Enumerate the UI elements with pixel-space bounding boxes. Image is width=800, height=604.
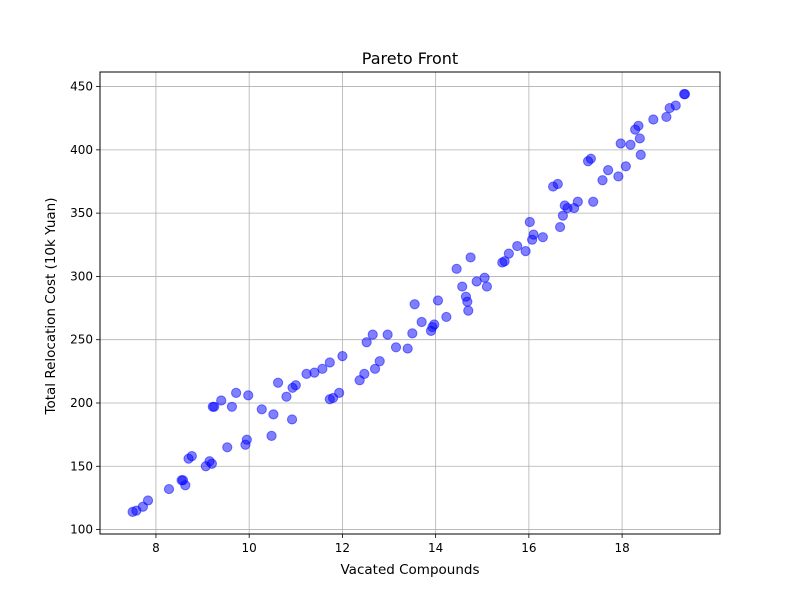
- chart-title: Pareto Front: [362, 49, 458, 68]
- data-point: [615, 138, 626, 149]
- y-tick-label: 250: [70, 333, 93, 347]
- data-point: [603, 164, 614, 176]
- data-point: [409, 299, 420, 310]
- data-point: [334, 387, 345, 398]
- y-tick-label: 200: [70, 396, 93, 410]
- data-point: [585, 153, 596, 164]
- data-point: [503, 248, 514, 259]
- data-point: [317, 363, 328, 374]
- data-point: [524, 216, 535, 228]
- data-point: [557, 210, 569, 221]
- y-tick-label: 100: [70, 523, 93, 537]
- data-point: [613, 171, 624, 182]
- x-tick-label: 16: [521, 541, 536, 555]
- data-point: [457, 281, 468, 292]
- data-point: [286, 414, 298, 425]
- data-point: [552, 178, 563, 190]
- data-point: [222, 442, 233, 453]
- y-axis-ticks: 100 150 200 250 300 350 400 450: [70, 80, 100, 537]
- data-point: [369, 363, 381, 374]
- grid-lines: [100, 72, 720, 534]
- data-point: [324, 357, 335, 368]
- data-point: [142, 495, 154, 506]
- data-point: [588, 196, 599, 207]
- x-tick-label: 14: [428, 541, 443, 555]
- y-tick-label: 450: [70, 80, 93, 94]
- y-tick-label: 400: [70, 143, 93, 157]
- data-point: [180, 480, 191, 491]
- data-point: [572, 196, 583, 207]
- data-point: [670, 100, 681, 111]
- data-point: [241, 434, 252, 445]
- data-point: [416, 316, 427, 328]
- data-point: [337, 351, 348, 362]
- y-tick-label: 300: [70, 269, 93, 283]
- data-point: [648, 114, 659, 125]
- data-point: [272, 377, 284, 388]
- data-point: [625, 139, 636, 150]
- data-point: [620, 161, 631, 172]
- data-point: [429, 319, 440, 330]
- data-point: [679, 89, 691, 100]
- data-point: [633, 120, 644, 131]
- data-points: [127, 89, 691, 517]
- data-point: [163, 483, 175, 495]
- data-point: [463, 305, 474, 316]
- x-axis-ticks: 8 10 12 14 16 18: [152, 534, 630, 555]
- data-point: [635, 149, 646, 161]
- data-point: [216, 395, 227, 406]
- data-point: [402, 343, 413, 354]
- data-point: [231, 387, 242, 398]
- data-point: [465, 252, 476, 263]
- data-point: [597, 175, 608, 186]
- data-point: [634, 133, 645, 144]
- data-point: [359, 368, 370, 379]
- data-point: [479, 272, 490, 283]
- data-point: [407, 328, 418, 339]
- data-point: [462, 296, 473, 307]
- data-point: [209, 401, 220, 412]
- x-tick-label: 10: [242, 541, 257, 555]
- data-point: [290, 380, 301, 391]
- plot-frame: [99, 71, 721, 535]
- data-point: [520, 246, 531, 257]
- x-axis-label: Vacated Compounds: [341, 562, 480, 578]
- data-point: [555, 221, 566, 233]
- data-point: [481, 281, 493, 292]
- data-point: [243, 390, 254, 401]
- x-tick-label: 18: [614, 541, 629, 555]
- data-point: [499, 256, 510, 267]
- y-tick-label: 350: [70, 206, 93, 220]
- data-point: [186, 451, 197, 462]
- data-point: [268, 409, 279, 420]
- y-tick-label: 150: [70, 459, 93, 473]
- y-axis-label: Total Relocation Cost (10k Yuan): [43, 198, 59, 416]
- data-point: [390, 342, 402, 353]
- data-point: [432, 295, 444, 306]
- data-point: [441, 311, 452, 323]
- data-point: [512, 240, 523, 252]
- data-point: [367, 329, 378, 340]
- data-point: [361, 337, 372, 348]
- data-point: [528, 229, 539, 240]
- data-point: [451, 263, 462, 274]
- data-point: [382, 329, 393, 340]
- data-point: [266, 430, 277, 442]
- data-point: [537, 232, 548, 243]
- data-point: [281, 391, 292, 402]
- data-point: [226, 401, 238, 412]
- data-point: [661, 111, 672, 123]
- data-point: [206, 458, 217, 469]
- data-point: [256, 404, 267, 415]
- x-tick-label: 8: [152, 541, 160, 555]
- data-point: [374, 356, 385, 367]
- x-tick-label: 12: [335, 541, 350, 555]
